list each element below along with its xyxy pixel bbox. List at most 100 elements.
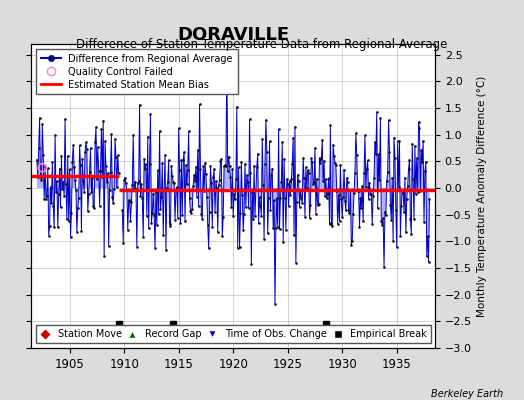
Point [417,147,425,153]
Point [371,139,379,145]
Point [40,196,48,202]
Point [234,164,243,171]
Point [372,151,380,158]
Point [122,180,130,186]
Point [111,136,119,142]
Point [67,234,75,240]
Point [263,149,271,155]
Point [86,145,95,151]
Point [216,158,225,164]
Point [165,157,173,164]
Point [156,128,164,134]
Point [71,177,79,183]
Point [36,115,44,121]
Point [172,187,180,194]
Point [214,229,222,235]
Point [405,156,413,163]
Point [274,224,282,230]
Point [352,130,360,136]
Point [283,180,292,187]
Point [398,187,407,193]
Point [64,218,73,224]
Point [278,139,287,146]
Point [424,258,433,265]
Point [345,210,354,216]
Point [124,227,132,233]
Point [104,170,112,176]
Point [205,209,214,215]
Point [144,134,152,140]
Point [189,182,198,189]
Point [159,232,167,238]
Point [292,260,300,266]
Point [326,122,335,128]
Point [385,117,393,123]
Point [41,163,49,170]
Point [286,192,294,198]
Point [105,187,114,194]
Point [108,194,116,201]
Point [195,101,204,107]
Point [180,149,188,155]
Point [134,180,142,186]
Point [245,116,254,122]
Point [414,119,423,125]
Point [166,221,174,227]
Point [422,159,430,165]
Point [190,172,198,178]
Point [293,172,302,178]
Point [267,172,276,179]
Point [383,178,391,184]
Point [200,187,209,194]
Point [344,208,353,214]
Point [403,183,412,189]
Point [360,170,368,176]
Point [77,162,85,168]
Point [123,187,131,193]
Point [253,163,261,170]
Point [302,185,311,191]
Point [132,185,140,192]
Point [218,232,226,239]
Point [374,151,383,158]
Point [45,232,53,239]
Point [297,195,305,202]
Point [166,222,174,229]
Point [135,178,143,184]
Point [337,196,345,202]
Point [183,167,192,173]
Point [344,179,352,185]
Point [381,212,390,218]
Point [225,162,234,169]
Point [395,138,403,144]
Point [325,221,334,227]
Point [188,206,196,212]
Point [168,173,177,180]
Point [48,159,57,165]
Point [349,211,357,217]
Point [52,188,60,195]
Point [308,159,316,165]
Point [150,212,158,218]
Point [96,168,105,174]
Point [66,166,74,172]
Point [145,160,154,167]
Point [210,166,219,172]
Point [224,153,233,160]
Point [79,178,88,184]
Point [276,194,285,201]
Point [348,238,356,244]
Point [157,194,166,200]
Point [394,138,402,144]
Point [261,160,269,167]
Point [141,166,149,172]
Point [98,174,106,181]
Point [268,165,277,172]
Point [147,220,156,226]
Point [186,208,194,214]
Point [126,218,135,224]
Point [313,202,322,208]
Point [57,153,66,159]
Point [162,185,171,191]
Point [384,169,392,175]
